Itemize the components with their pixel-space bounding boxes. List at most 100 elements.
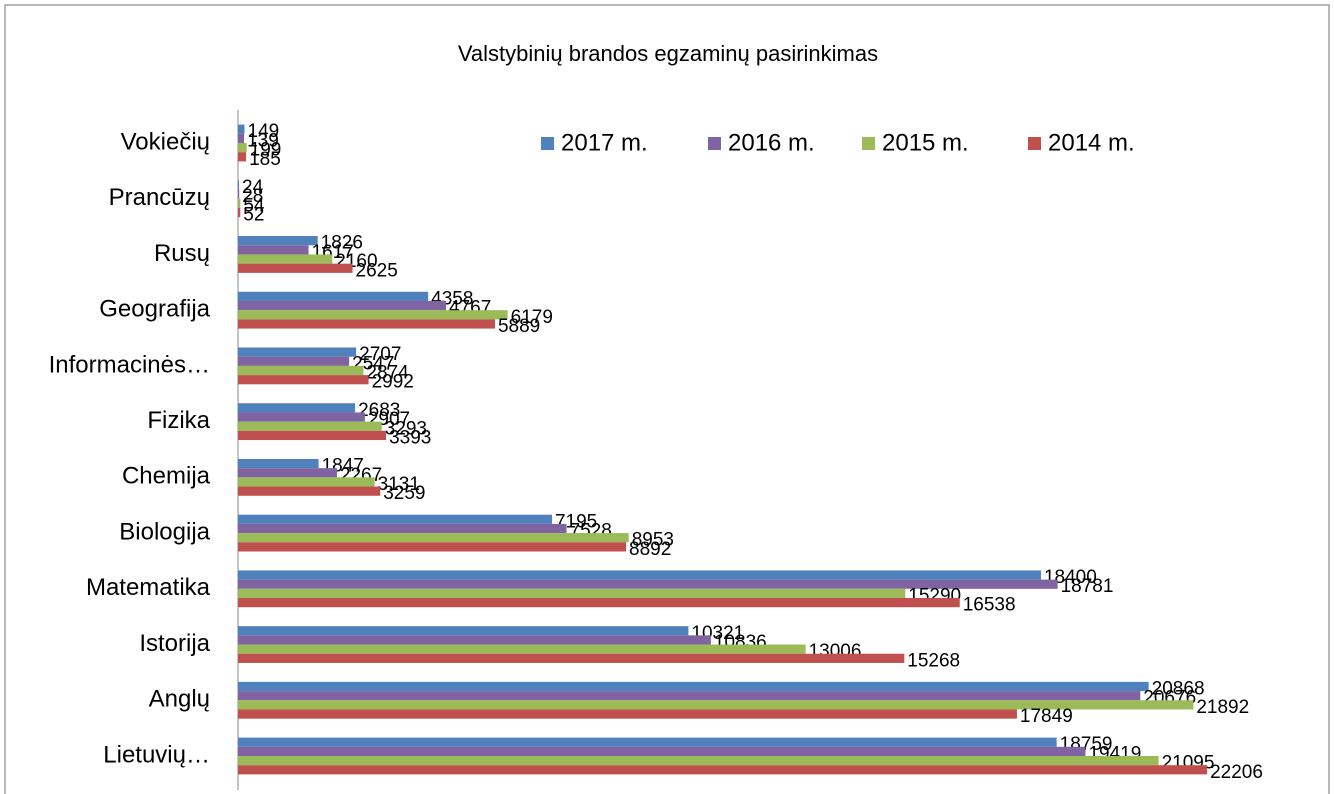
category-label: Geografija xyxy=(99,296,210,323)
category-label: Anglų xyxy=(149,686,210,713)
bar xyxy=(238,579,1058,589)
data-label: 15268 xyxy=(907,650,960,671)
category-label: Informacinės… xyxy=(49,351,210,378)
bar xyxy=(238,765,1208,775)
legend-swatch xyxy=(862,137,875,150)
bar xyxy=(238,598,960,608)
bar xyxy=(238,533,629,543)
data-label: 20868 xyxy=(1152,678,1205,699)
bar xyxy=(238,254,333,264)
data-label: 3393 xyxy=(389,427,431,448)
legend-swatch xyxy=(541,137,554,150)
bar xyxy=(238,635,711,645)
bar xyxy=(238,756,1159,766)
bar xyxy=(238,709,1017,719)
bar xyxy=(238,477,375,487)
category-label: Matematika xyxy=(86,574,211,601)
bar xyxy=(238,375,369,385)
data-label: 17849 xyxy=(1020,706,1073,727)
data-label: 139 xyxy=(247,130,279,151)
data-label: 22206 xyxy=(1210,762,1263,783)
data-label: 52 xyxy=(243,205,264,226)
bar xyxy=(238,412,365,422)
bar xyxy=(238,468,337,478)
bar xyxy=(238,365,364,376)
data-label: 5889 xyxy=(498,316,540,337)
data-label: 199 xyxy=(250,140,282,161)
data-label: 2707 xyxy=(359,344,401,365)
data-label: 18781 xyxy=(1061,576,1114,597)
data-label: 24 xyxy=(242,177,264,198)
legend-swatch xyxy=(708,137,721,150)
bar xyxy=(238,691,1141,701)
data-label: 54 xyxy=(243,195,265,216)
bar xyxy=(238,403,356,413)
bar xyxy=(238,300,447,311)
bar xyxy=(238,189,240,199)
category-label: Lietuvių… xyxy=(103,741,210,768)
data-label: 16538 xyxy=(963,595,1016,616)
bar xyxy=(238,746,1086,756)
bar xyxy=(238,523,567,534)
bar xyxy=(238,486,381,496)
bar xyxy=(238,737,1057,747)
bar xyxy=(238,207,241,218)
legend-swatch xyxy=(1028,137,1041,150)
data-label: 2874 xyxy=(366,363,409,384)
bar xyxy=(238,356,350,366)
bar xyxy=(238,347,357,357)
legend-label: 2016 m. xyxy=(728,129,815,156)
chart-title: Valstybinių brandos egzaminų pasirinkima… xyxy=(458,41,878,66)
bar xyxy=(238,236,318,246)
bar xyxy=(238,421,382,431)
legend-label: 2017 m. xyxy=(561,129,648,156)
legend-label: 2014 m. xyxy=(1048,129,1135,156)
bar xyxy=(238,570,1041,580)
data-label: 2625 xyxy=(356,260,398,281)
bar xyxy=(238,152,247,162)
bar xyxy=(238,180,240,190)
data-label: 149 xyxy=(248,121,280,142)
category-label: Fizika xyxy=(147,407,210,434)
bar xyxy=(238,291,429,301)
data-label: 28 xyxy=(242,186,263,207)
bar xyxy=(238,653,905,663)
bar xyxy=(238,198,241,208)
data-label: 6179 xyxy=(511,307,553,328)
bar xyxy=(238,124,245,134)
bar xyxy=(238,626,689,636)
legend-label: 2015 m. xyxy=(882,129,969,156)
category-label: Chemija xyxy=(122,463,211,490)
data-label: 2992 xyxy=(372,372,414,393)
data-label: 1826 xyxy=(321,233,363,254)
chart-border xyxy=(4,4,1330,794)
data-label: 8892 xyxy=(629,539,671,560)
data-label: 21892 xyxy=(1196,697,1249,718)
bar xyxy=(238,143,247,153)
bar xyxy=(238,644,806,654)
data-label: 3259 xyxy=(383,483,425,504)
data-label: 8953 xyxy=(632,530,674,551)
bar xyxy=(238,263,353,273)
data-label: 3131 xyxy=(378,474,420,495)
bar xyxy=(238,458,319,469)
data-label: 185 xyxy=(249,149,281,170)
bar xyxy=(238,542,627,552)
bar xyxy=(238,245,309,255)
category-label: Istorija xyxy=(139,630,210,657)
bar xyxy=(238,133,245,143)
category-label: Rusų xyxy=(154,240,210,267)
bar xyxy=(238,681,1149,692)
data-label: 2683 xyxy=(358,400,400,421)
data-label: 3293 xyxy=(385,418,427,439)
bar xyxy=(238,700,1194,710)
bar xyxy=(238,310,508,320)
category-label: Prancūzų xyxy=(109,184,210,211)
bar xyxy=(238,514,552,524)
bar xyxy=(238,319,495,329)
bar xyxy=(238,588,906,599)
bar xyxy=(238,430,387,441)
category-label: Biologija xyxy=(119,518,210,545)
